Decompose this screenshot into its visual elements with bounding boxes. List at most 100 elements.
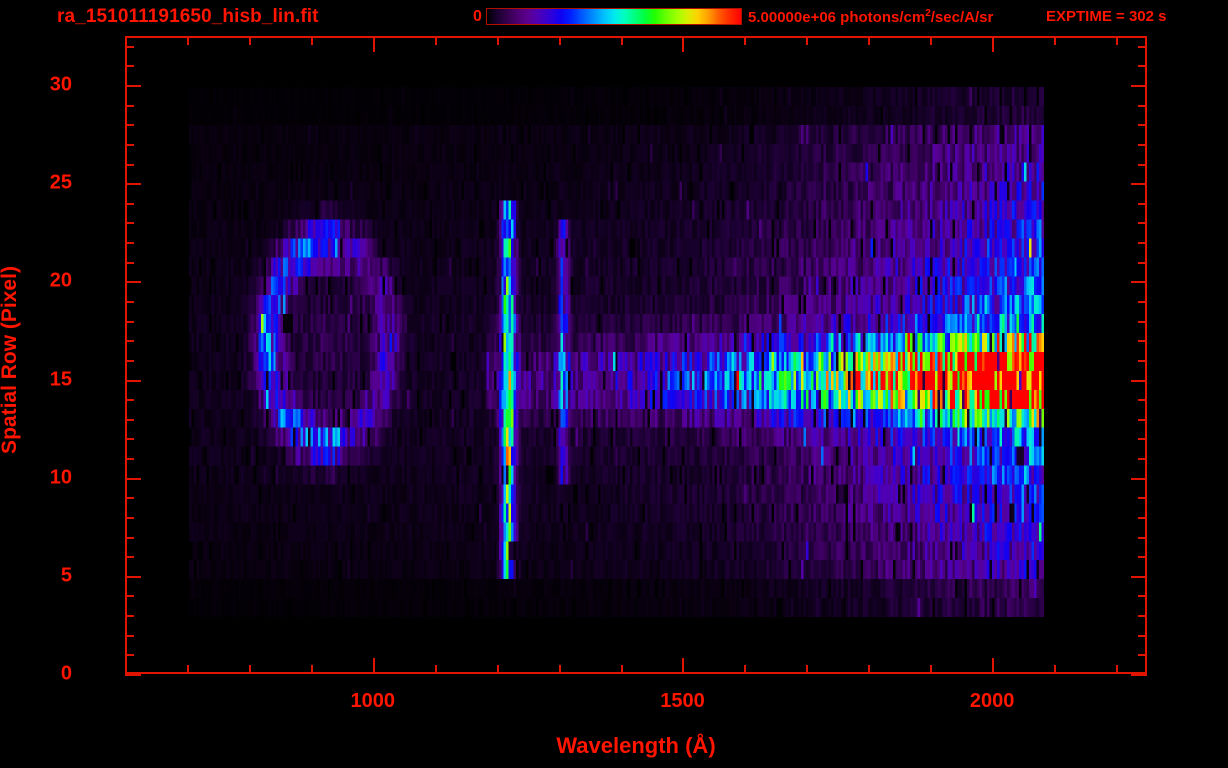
x-tick-label: 1000 — [351, 690, 396, 713]
y-major-tick-right — [1131, 380, 1147, 382]
y-tick-label: 20 — [50, 270, 72, 293]
x-minor-tick — [311, 665, 313, 674]
y-major-tick-right — [1131, 281, 1147, 283]
y-minor-tick — [125, 419, 134, 421]
y-minor-tick — [125, 340, 134, 342]
x-axis-title: Wavelength (Å) — [556, 733, 715, 759]
x-minor-tick-top — [497, 36, 499, 45]
x-minor-tick — [868, 665, 870, 674]
y-tick-label: 0 — [61, 663, 72, 686]
y-minor-tick-right — [1138, 46, 1147, 48]
y-minor-tick-right — [1138, 615, 1147, 617]
x-tick-label: 2000 — [970, 690, 1015, 713]
y-minor-tick-right — [1138, 399, 1147, 401]
x-minor-tick — [1116, 665, 1118, 674]
plot-frame — [125, 36, 1147, 674]
y-major-tick-right — [1131, 576, 1147, 578]
x-major-tick-top — [992, 36, 994, 52]
spectrogram-image — [189, 87, 1044, 617]
y-minor-tick-right — [1138, 105, 1147, 107]
x-minor-tick — [187, 665, 189, 674]
y-minor-tick-right — [1138, 144, 1147, 146]
y-minor-tick-right — [1138, 438, 1147, 440]
y-minor-tick — [125, 301, 134, 303]
y-major-tick — [125, 183, 141, 185]
y-minor-tick — [125, 497, 134, 499]
y-axis-title: Spatial Row (Pixel) — [0, 266, 22, 454]
colorbar-min-label: 0 — [473, 8, 482, 26]
x-minor-tick-top — [187, 36, 189, 45]
y-minor-tick-right — [1138, 321, 1147, 323]
y-minor-tick — [125, 654, 134, 656]
y-minor-tick-right — [1138, 124, 1147, 126]
y-minor-tick — [125, 556, 134, 558]
y-minor-tick — [125, 262, 134, 264]
x-major-tick — [682, 658, 684, 674]
y-minor-tick-right — [1138, 242, 1147, 244]
y-minor-tick — [125, 615, 134, 617]
y-minor-tick-right — [1138, 635, 1147, 637]
y-major-tick — [125, 380, 141, 382]
x-minor-tick-top — [249, 36, 251, 45]
y-minor-tick-right — [1138, 654, 1147, 656]
y-major-tick — [125, 576, 141, 578]
y-minor-tick-right — [1138, 458, 1147, 460]
x-minor-tick-top — [1054, 36, 1056, 45]
plot-area — [127, 38, 1145, 672]
y-minor-tick — [125, 164, 134, 166]
y-minor-tick — [125, 321, 134, 323]
x-minor-tick — [744, 665, 746, 674]
y-tick-label: 5 — [61, 564, 72, 587]
y-minor-tick-right — [1138, 301, 1147, 303]
y-minor-tick — [125, 438, 134, 440]
y-tick-label: 10 — [50, 466, 72, 489]
x-minor-tick — [930, 665, 932, 674]
y-minor-tick-right — [1138, 203, 1147, 205]
y-minor-tick — [125, 360, 134, 362]
y-tick-label: 15 — [50, 368, 72, 391]
x-minor-tick — [435, 665, 437, 674]
y-minor-tick-right — [1138, 419, 1147, 421]
y-minor-tick — [125, 203, 134, 205]
x-major-tick — [373, 658, 375, 674]
y-minor-tick-right — [1138, 517, 1147, 519]
y-minor-tick-right — [1138, 537, 1147, 539]
y-minor-tick — [125, 458, 134, 460]
y-minor-tick-right — [1138, 65, 1147, 67]
y-tick-label: 25 — [50, 172, 72, 195]
y-minor-tick — [125, 635, 134, 637]
colorbar — [486, 8, 742, 25]
y-minor-tick — [125, 144, 134, 146]
y-minor-tick — [125, 595, 134, 597]
y-minor-tick-right — [1138, 164, 1147, 166]
page-title: ra_151011191650_hisb_lin.fit — [57, 6, 319, 28]
y-minor-tick-right — [1138, 360, 1147, 362]
x-tick-label: 1500 — [660, 690, 705, 713]
x-minor-tick — [125, 665, 127, 674]
colorbar-max-label: 5.00000e+06 photons/cm2/sec/A/sr — [748, 8, 993, 26]
y-major-tick-right — [1131, 183, 1147, 185]
y-major-tick-right — [1131, 85, 1147, 87]
x-minor-tick — [806, 665, 808, 674]
y-minor-tick — [125, 222, 134, 224]
y-major-tick-right — [1131, 674, 1147, 676]
y-major-tick — [125, 85, 141, 87]
y-major-tick-right — [1131, 478, 1147, 480]
x-minor-tick-top — [744, 36, 746, 45]
y-minor-tick — [125, 399, 134, 401]
y-minor-tick-right — [1138, 497, 1147, 499]
x-major-tick-top — [682, 36, 684, 52]
y-minor-tick — [125, 65, 134, 67]
spectrogram-viewer: ra_151011191650_hisb_lin.fit 0 5.00000e+… — [0, 0, 1228, 768]
x-major-tick — [992, 658, 994, 674]
x-minor-tick — [559, 665, 561, 674]
y-minor-tick — [125, 124, 134, 126]
x-minor-tick-top — [559, 36, 561, 45]
y-minor-tick-right — [1138, 222, 1147, 224]
x-minor-tick-top — [806, 36, 808, 45]
x-minor-tick — [497, 665, 499, 674]
x-minor-tick-top — [930, 36, 932, 45]
y-minor-tick — [125, 537, 134, 539]
x-minor-tick — [249, 665, 251, 674]
y-minor-tick — [125, 46, 134, 48]
